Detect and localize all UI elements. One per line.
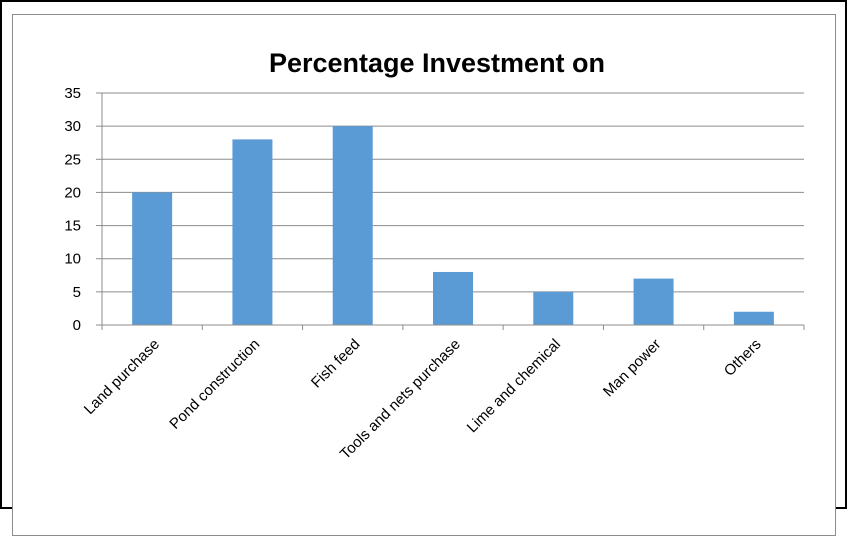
- bar: [533, 291, 574, 325]
- axes: [96, 92, 805, 330]
- bar: [132, 192, 173, 325]
- x-category-label: Lime and chemical: [464, 336, 564, 436]
- y-tick-label: 20: [64, 184, 81, 201]
- y-tick-label: 30: [64, 118, 81, 135]
- x-category-label: Fish feed: [308, 336, 364, 392]
- chart-title: Percentage Investment on: [269, 48, 605, 78]
- y-tick-label: 0: [73, 317, 81, 334]
- x-category-label: Man power: [600, 336, 664, 400]
- bar-chart: Percentage Investment on 0 5 10 15 20 25 30 35 L…: [64, 48, 805, 463]
- y-tick-label: 35: [64, 85, 81, 102]
- x-category-label: Land purchase: [81, 336, 163, 418]
- y-tick-label: 25: [64, 151, 81, 168]
- bar: [232, 139, 273, 325]
- x-category-label: Others: [721, 336, 765, 380]
- bars: [132, 126, 774, 326]
- bar: [733, 311, 774, 325]
- y-tick-label: 10: [64, 251, 81, 268]
- y-tick-label: 15: [64, 218, 81, 235]
- bar: [633, 278, 674, 325]
- gridlines: [102, 92, 804, 293]
- y-tick-label: 5: [73, 284, 81, 301]
- bar: [332, 126, 373, 326]
- x-category-label: Pond construction: [166, 336, 263, 433]
- bar: [433, 271, 473, 325]
